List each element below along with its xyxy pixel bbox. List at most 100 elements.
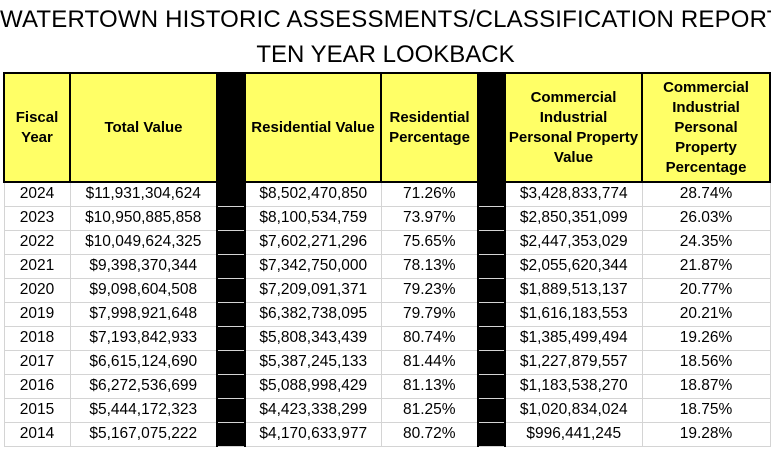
cell-residential-percentage: 75.65% (381, 230, 479, 255)
separator-column-cell (216, 326, 246, 351)
cell-residential-percentage: 78.13% (381, 254, 479, 279)
cell-cip-value: $1,616,183,553 (505, 302, 643, 327)
cell-cip-value: $2,850,351,099 (505, 206, 643, 231)
cell-total-value: $5,167,075,222 (70, 422, 218, 447)
separator-column-cell (216, 350, 246, 375)
cell-residential-value: $6,382,738,095 (245, 302, 382, 327)
cell-cip-value: $1,183,538,270 (505, 374, 643, 399)
cell-residential-value: $8,100,534,759 (245, 206, 382, 231)
cell-total-value: $9,098,604,508 (70, 278, 218, 303)
cell-total-value: $10,049,624,325 (70, 230, 218, 255)
cell-cip-value: $1,889,513,137 (505, 278, 643, 303)
cell-cip-percentage: 18.56% (642, 350, 771, 375)
table-row: 2016 $6,272,536,699 $5,088,998,429 81.13% $1… (3, 374, 771, 399)
cell-cip-percentage: 20.77% (642, 278, 771, 303)
cell-cip-percentage: 19.28% (642, 422, 771, 447)
cell-fiscal-year: 2014 (3, 422, 71, 447)
separator-column-cell (216, 302, 246, 327)
separator-column-header (477, 72, 506, 183)
header-residential-percentage: Residential Percentage (380, 72, 479, 183)
cell-cip-percentage: 24.35% (642, 230, 771, 255)
cell-cip-percentage: 19.26% (642, 326, 771, 351)
cell-fiscal-year: 2020 (3, 278, 71, 303)
cell-cip-value: $2,447,353,029 (505, 230, 643, 255)
cell-cip-percentage: 18.75% (642, 398, 771, 423)
cell-cip-value: $996,441,245 (505, 422, 643, 447)
separator-column-cell (477, 326, 506, 351)
separator-column-cell (216, 230, 246, 255)
table-row: 2019 $7,998,921,648 $6,382,738,095 79.79% $1… (3, 302, 771, 327)
separator-column-cell (477, 350, 506, 375)
separator-column-header (216, 72, 246, 183)
table-body: 2024 $11,931,304,624 $8,502,470,850 71.26% $… (3, 182, 771, 447)
separator-column-cell (477, 278, 506, 303)
cell-residential-value: $7,602,271,296 (245, 230, 382, 255)
separator-column-cell (216, 374, 246, 399)
cell-residential-percentage: 80.72% (381, 422, 479, 447)
table-row: 2017 $6,615,124,690 $5,387,245,133 81.44% $1… (3, 350, 771, 375)
cell-total-value: $6,615,124,690 (70, 350, 218, 375)
cell-cip-value: $3,428,833,774 (505, 182, 643, 207)
cell-residential-percentage: 81.25% (381, 398, 479, 423)
header-row: Fiscal Year Total Value Residential Valu… (3, 72, 771, 183)
cell-cip-value: $1,020,834,024 (505, 398, 643, 423)
cell-cip-percentage: 26.03% (642, 206, 771, 231)
cell-total-value: $9,398,370,344 (70, 254, 218, 279)
cell-total-value: $5,444,172,323 (70, 398, 218, 423)
separator-column-cell (477, 302, 506, 327)
separator-column-cell (477, 398, 506, 423)
cell-cip-percentage: 21.87% (642, 254, 771, 279)
cell-residential-percentage: 79.23% (381, 278, 479, 303)
cell-fiscal-year: 2015 (3, 398, 71, 423)
cell-fiscal-year: 2022 (3, 230, 71, 255)
cell-fiscal-year: 2016 (3, 374, 71, 399)
separator-column-cell (216, 398, 246, 423)
cell-residential-value: $5,387,245,133 (245, 350, 382, 375)
table-row: 2023 $10,950,885,858 $8,100,534,759 73.97% $… (3, 206, 771, 231)
cell-residential-percentage: 80.74% (381, 326, 479, 351)
header-total-value: Total Value (69, 72, 218, 183)
header-fiscal-year: Fiscal Year (3, 72, 71, 183)
table-row: 2022 $10,049,624,325 $7,602,271,296 75.65% $… (3, 230, 771, 255)
cell-cip-value: $1,385,499,494 (505, 326, 643, 351)
table-row: 2024 $11,931,304,624 $8,502,470,850 71.26% $… (3, 182, 771, 207)
cell-residential-percentage: 79.79% (381, 302, 479, 327)
cell-fiscal-year: 2024 (3, 182, 71, 207)
cell-total-value: $11,931,304,624 (70, 182, 218, 207)
separator-column-cell (216, 182, 246, 207)
separator-column-cell (477, 374, 506, 399)
cell-residential-value: $4,423,338,299 (245, 398, 382, 423)
cell-total-value: $6,272,536,699 (70, 374, 218, 399)
separator-column-cell (477, 206, 506, 231)
table-row: 2014 $5,167,075,222 $4,170,633,977 80.72% $9… (3, 422, 771, 447)
header-residential-value: Residential Value (244, 72, 382, 183)
table-row: 2015 $5,444,172,323 $4,423,338,299 81.25% $1… (3, 398, 771, 423)
cell-cip-percentage: 28.74% (642, 182, 771, 207)
separator-column-cell (216, 278, 246, 303)
cell-cip-percentage: 20.21% (642, 302, 771, 327)
cell-residential-percentage: 71.26% (381, 182, 479, 207)
cell-residential-value: $5,808,343,439 (245, 326, 382, 351)
report-subtitle: TEN YEAR LOOKBACK (256, 41, 515, 68)
cell-total-value: $10,950,885,858 (70, 206, 218, 231)
table-row: 2021 $9,398,370,344 $7,342,750,000 78.13% $2… (3, 254, 771, 279)
separator-column-cell (477, 230, 506, 255)
cell-residential-percentage: 81.13% (381, 374, 479, 399)
report-title: WATERTOWN HISTORIC ASSESSMENTS/CLASSIFIC… (0, 6, 771, 33)
cell-cip-value: $1,227,879,557 (505, 350, 643, 375)
cell-total-value: $7,193,842,933 (70, 326, 218, 351)
cell-residential-value: $7,209,091,371 (245, 278, 382, 303)
separator-column-cell (216, 254, 246, 279)
header-cip-percentage: Commercial Industrial Personal Property … (641, 72, 771, 183)
cell-fiscal-year: 2018 (3, 326, 71, 351)
separator-column-cell (477, 422, 506, 447)
cell-total-value: $7,998,921,648 (70, 302, 218, 327)
header-cip-value: Commercial Industrial Personal Property … (504, 72, 643, 183)
cell-residential-value: $8,502,470,850 (245, 182, 382, 207)
cell-residential-percentage: 81.44% (381, 350, 479, 375)
cell-fiscal-year: 2021 (3, 254, 71, 279)
separator-column-cell (477, 254, 506, 279)
cell-fiscal-year: 2023 (3, 206, 71, 231)
cell-cip-value: $2,055,620,344 (505, 254, 643, 279)
